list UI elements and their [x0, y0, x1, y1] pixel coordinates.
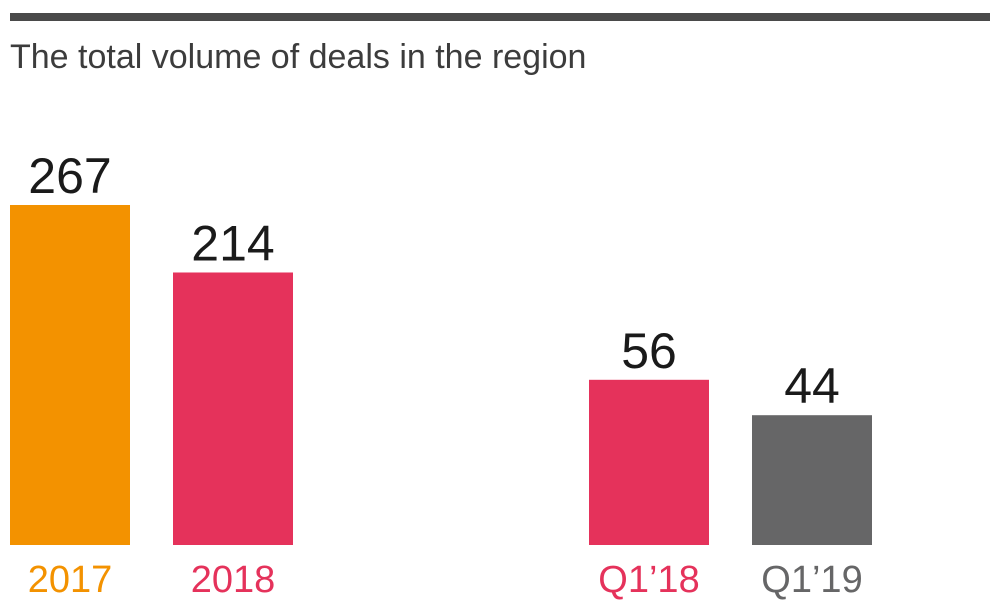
top-rule: [10, 13, 990, 21]
category-label-2017: 2017: [28, 559, 113, 601]
category-label-q1-18: Q1’18: [598, 559, 699, 601]
bar-2018: [173, 272, 293, 545]
value-label-q1-18: 56: [621, 323, 677, 379]
bars-layer: 267 2017 214 2018 56 Q1’18 44 Q1’19: [10, 148, 872, 601]
bar-2017: [10, 205, 130, 545]
bar-q1-19: [752, 415, 872, 545]
value-label-2018: 214: [191, 215, 274, 271]
chart-title: The total volume of deals in the region: [10, 38, 586, 76]
value-label-2017: 267: [28, 148, 111, 204]
bar-q1-18: [589, 379, 709, 545]
category-label-2018: 2018: [191, 559, 276, 601]
category-label-q1-19: Q1’19: [761, 559, 862, 601]
value-label-q1-19: 44: [784, 358, 840, 414]
